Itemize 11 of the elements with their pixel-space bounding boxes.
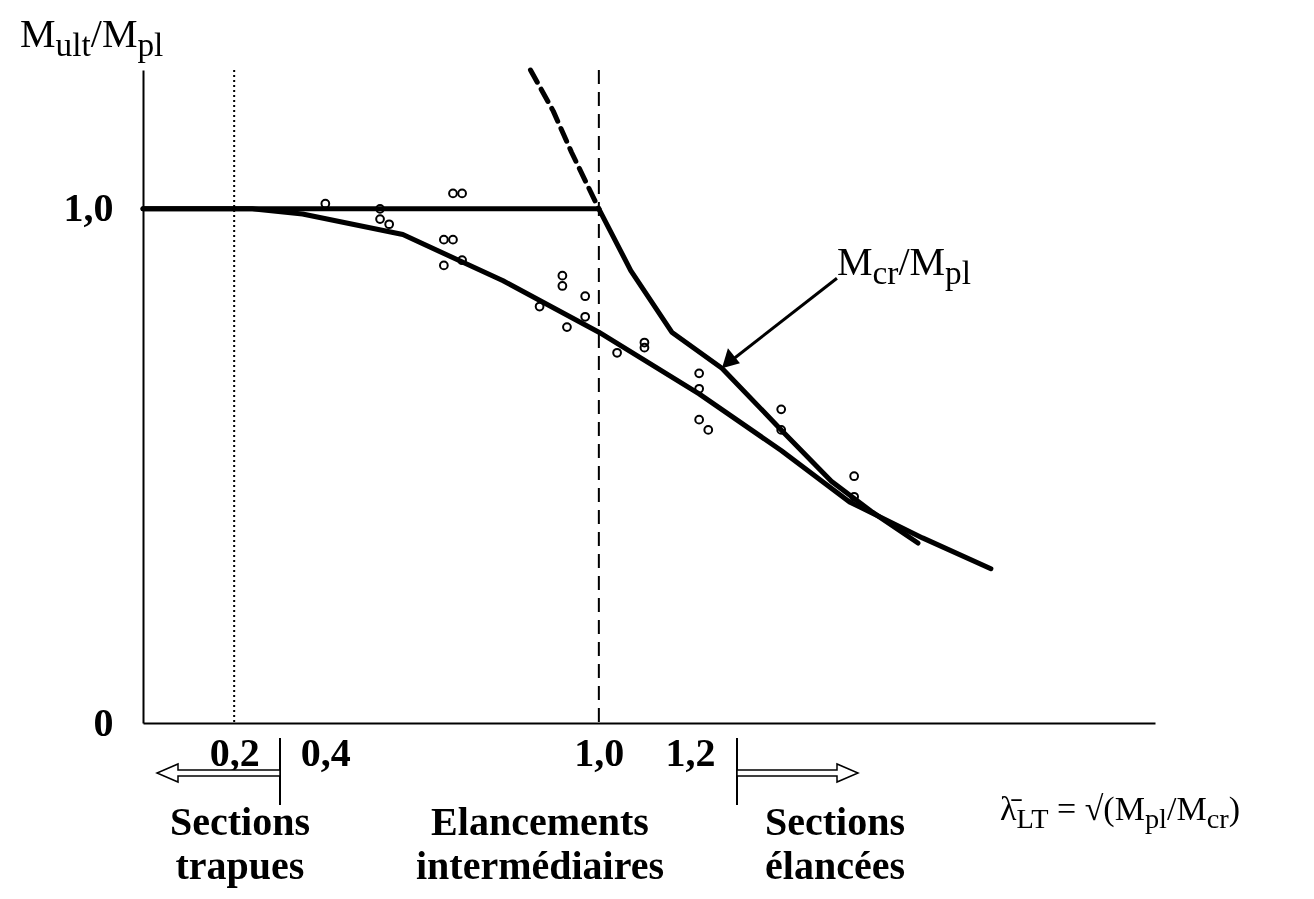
x-tick-label: 0,4 (300, 729, 351, 775)
x-tick-label: 0,2 (209, 729, 260, 775)
annotation: M$_{cr}$/M$_{pl}$ (836, 238, 972, 293)
x-tick-label: 1,2 (665, 729, 716, 775)
y-tick-label: 0 (93, 699, 114, 745)
text: Elancements intermédiaires (414, 799, 666, 888)
text: Sections élancées (764, 799, 906, 888)
y-axis-title: M$_{ult}$/M$_{pl}$ (20, 10, 164, 64)
x-axis-title: λ̄$_{LT}$ = √(M$_{pl}$/M$_{cr}$) (1000, 790, 1240, 835)
text: Sections trapues (169, 799, 311, 888)
x-tick-label: 1,0 (574, 729, 625, 775)
